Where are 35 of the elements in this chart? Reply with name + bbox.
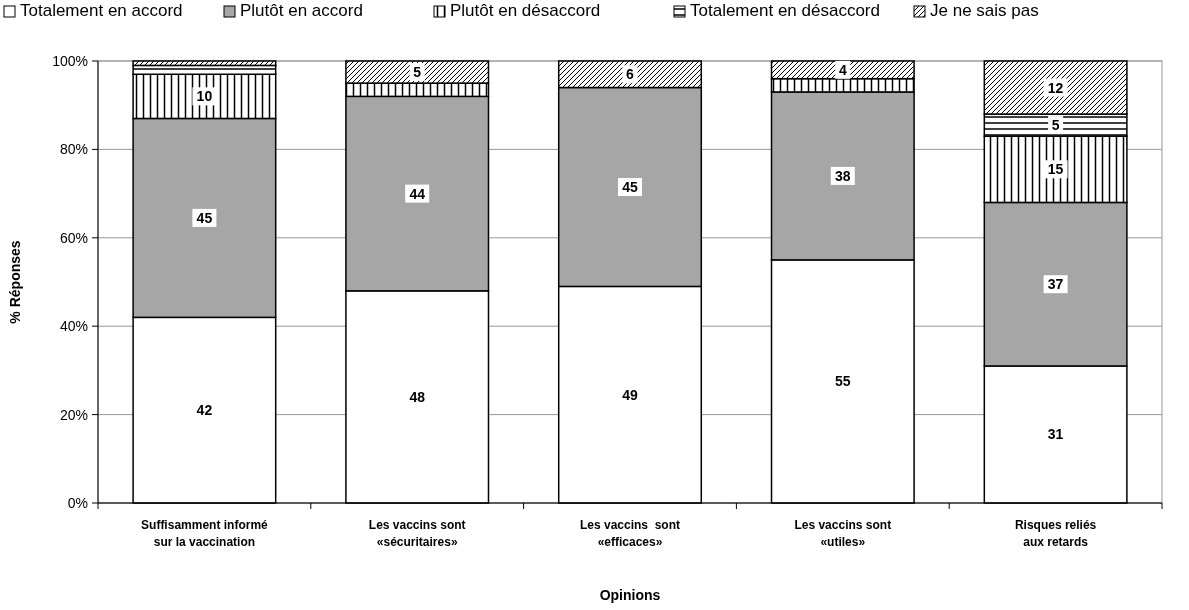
- data-label: 12: [1047, 79, 1064, 96]
- y-tick-label: 40%: [59, 318, 88, 335]
- legend-label: Totalement en accord: [20, 1, 183, 20]
- x-tick-label: Les vaccins sont «utiles»: [794, 518, 892, 549]
- x-tick-label: Les vaccins sont «efficaces»: [579, 518, 681, 549]
- x-tick-label: Suffisamment informé sur la vaccination: [141, 518, 269, 549]
- data-label: 4: [838, 61, 847, 78]
- y-axis-title: % Réponses: [7, 240, 23, 324]
- data-label: 45: [196, 209, 213, 226]
- legend-label: Plutôt en accord: [240, 1, 363, 20]
- x-tick-label: Les vaccins sont «sécuritaires»: [368, 518, 466, 549]
- y-tick-label: 20%: [59, 406, 88, 423]
- data-label: 45: [622, 178, 638, 195]
- data-label: 5: [413, 64, 422, 81]
- legend-label: Je ne sais pas: [930, 1, 1039, 20]
- data-label: 5: [1051, 117, 1060, 134]
- y-tick-label: 0%: [67, 495, 88, 511]
- x-axis-title: Opinions: [599, 587, 661, 603]
- data-label: 6: [626, 66, 635, 83]
- data-label: 37: [1047, 276, 1064, 293]
- y-tick-label: 80%: [59, 141, 88, 158]
- data-label: 48: [409, 388, 426, 405]
- data-label: 49: [622, 386, 638, 403]
- data-label: 31: [1047, 426, 1064, 443]
- data-label: 10: [196, 88, 213, 105]
- y-tick-label: 100%: [52, 53, 88, 69]
- data-label: 38: [835, 167, 851, 184]
- data-label: 44: [409, 185, 426, 202]
- y-tick-label: 60%: [59, 229, 88, 246]
- data-label: 15: [1047, 161, 1064, 178]
- x-tick-label: Risques reliés aux retards: [1014, 518, 1097, 549]
- data-label: 42: [196, 402, 213, 419]
- data-label: 55: [835, 373, 851, 390]
- legend-label: Totalement en désaccord: [690, 1, 880, 20]
- legend-label: Plutôt en désaccord: [450, 1, 601, 20]
